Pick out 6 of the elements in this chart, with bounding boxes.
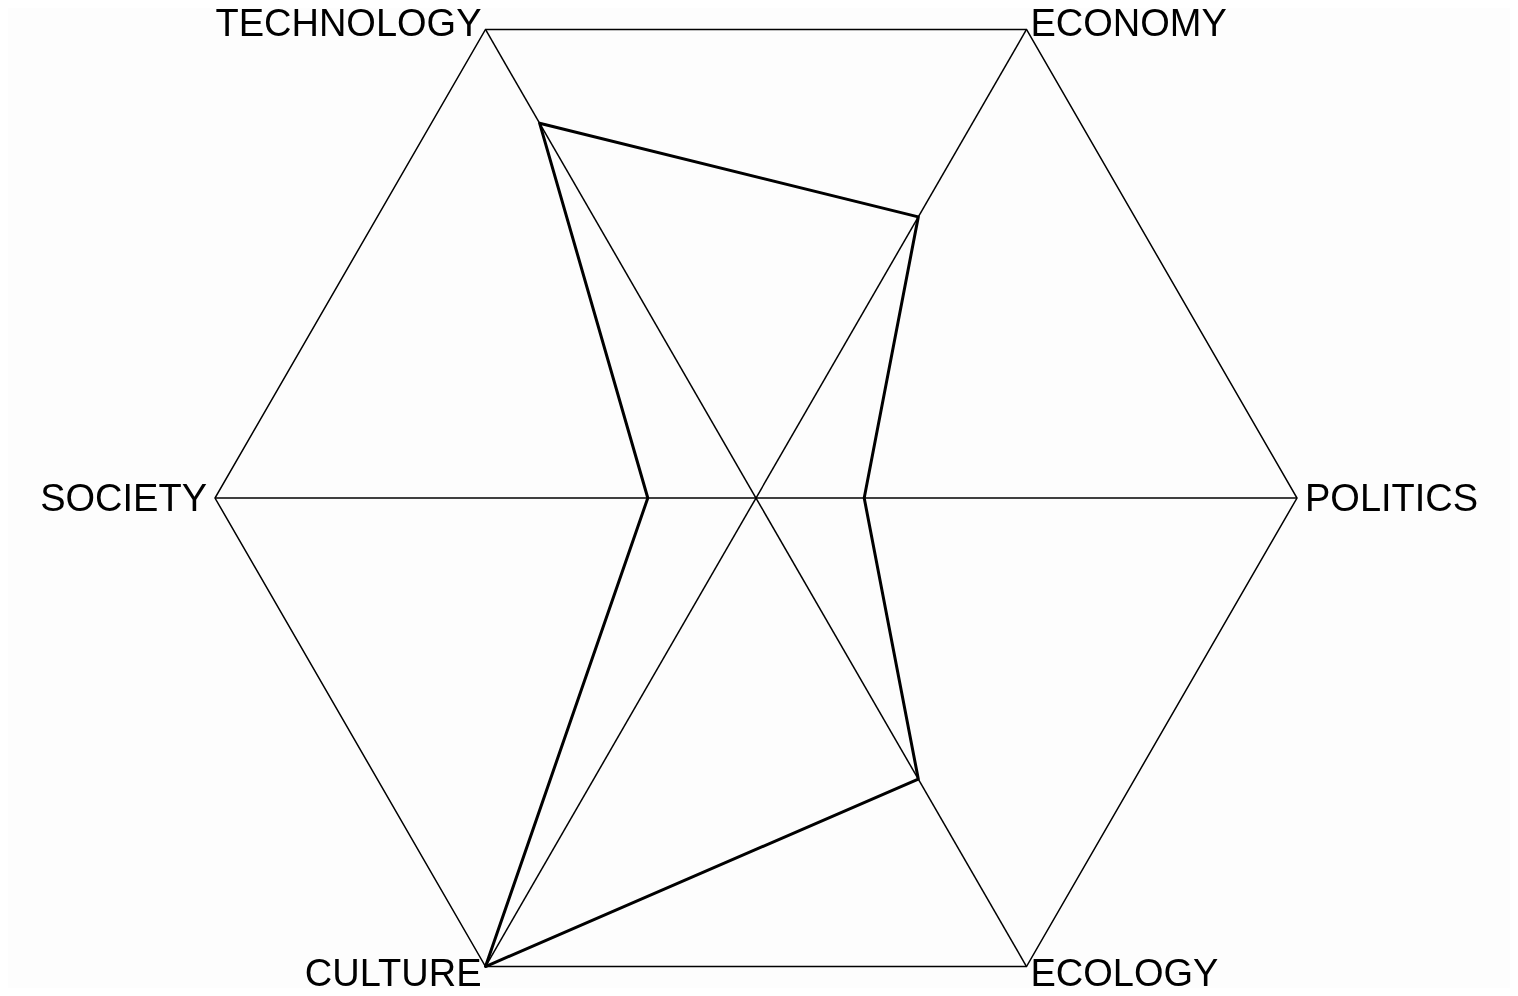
spoke-label: ECOLOGY xyxy=(1030,952,1219,995)
spoke-label: ECONOMY xyxy=(1030,1,1227,44)
spoke-label: SOCIETY xyxy=(40,477,207,519)
spoke-label: POLITICS xyxy=(1305,477,1479,519)
spoke-label: TECHNOLOGY xyxy=(215,1,482,44)
spoke-label: CULTURE xyxy=(304,952,482,995)
